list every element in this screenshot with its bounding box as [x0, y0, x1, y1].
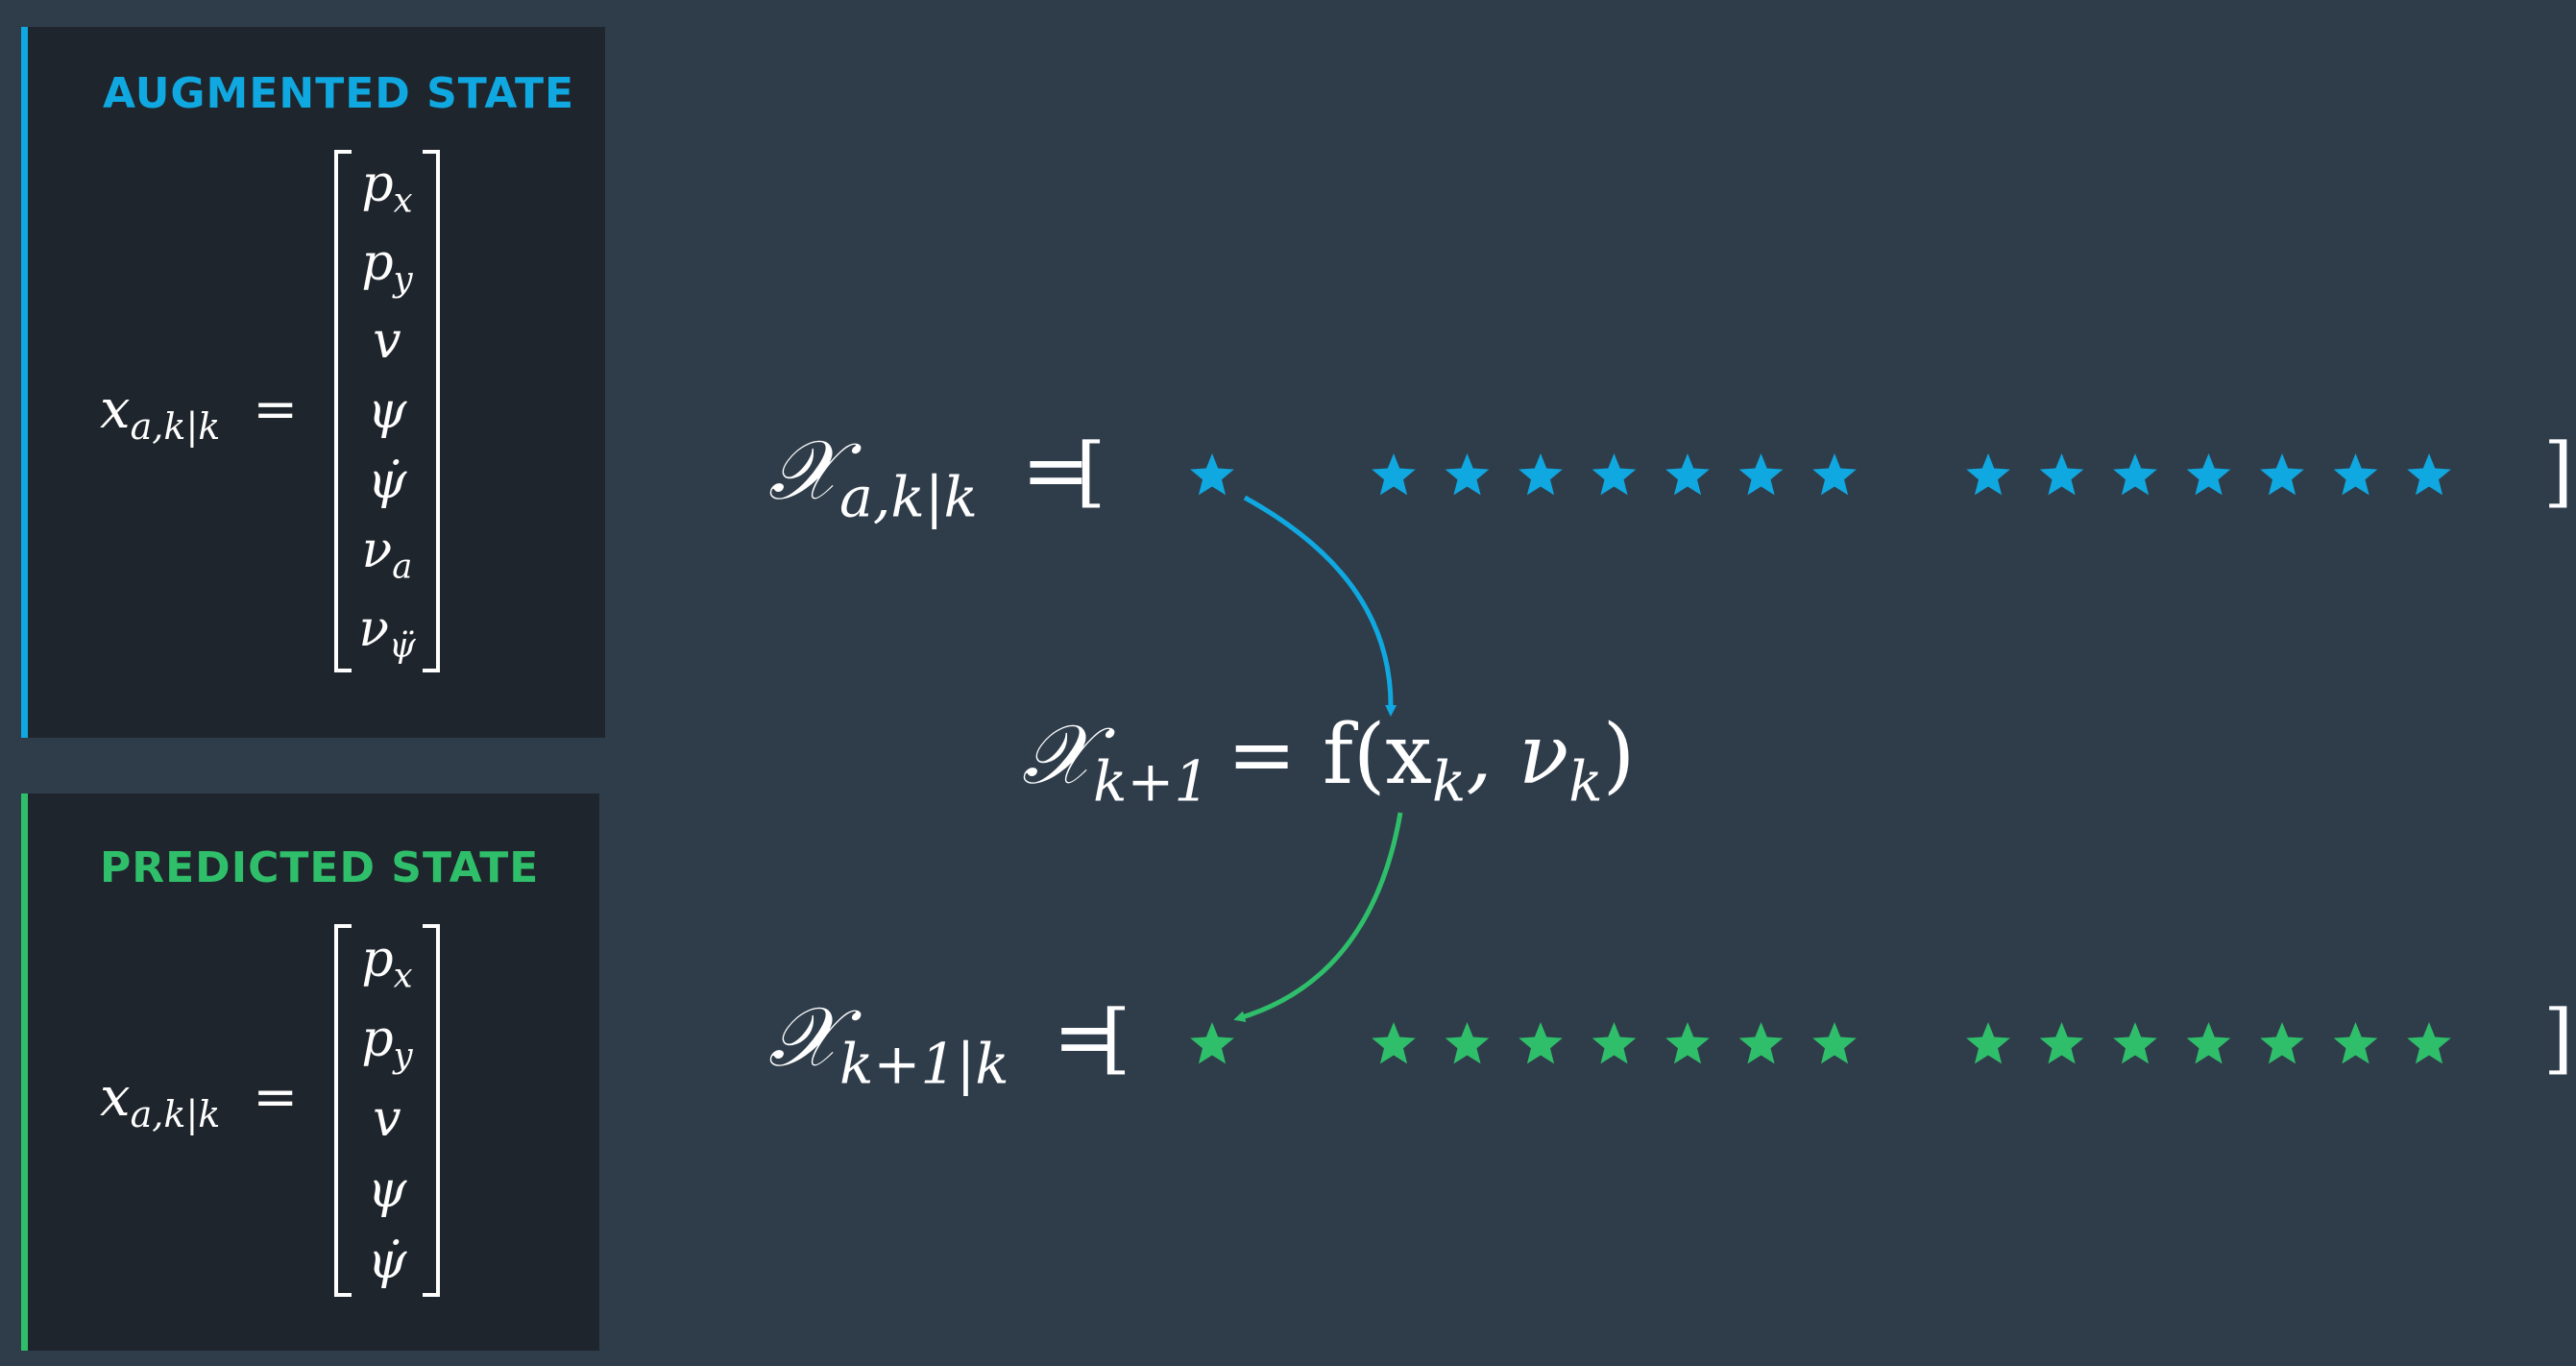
sigma-point-star-icon [1190, 453, 1234, 496]
vector-entry-py: py [361, 1010, 413, 1076]
sigma-point-star-icon [1592, 453, 1637, 496]
augmented-lhs: xa,k|k = [100, 378, 298, 448]
sigma-point-star-icon [1738, 453, 1784, 496]
sigma-point-star-icon [1966, 453, 2010, 496]
predicted-equals: = [253, 1066, 299, 1129]
augmented-lhs-sub: a,k|k [130, 405, 221, 449]
sigma-augmented-equals: = [1021, 423, 1091, 519]
sigma-point-star-icon [2113, 1022, 2157, 1064]
sigma-point-star-icon [1812, 1022, 1857, 1064]
sigma-augmented-open-bracket: [ [1076, 427, 1106, 516]
process-model-equation: 𝒳k+1 = f(xk, νk) [1022, 707, 1635, 815]
sigma-point-star-icon [2407, 1022, 2451, 1064]
sigma-point-star-icon [1812, 453, 1857, 496]
predicted-lhs: xa,k|k = [100, 1066, 298, 1135]
sigma-points-predicted-lhs: 𝒳k+1|k = [768, 989, 1122, 1097]
sigma-augmented-symbol: 𝒳 [768, 423, 839, 519]
process-model-rhs-end: ) [1602, 707, 1636, 803]
vector-entry-psi: ψ [367, 381, 407, 440]
augmented-state-title: AUGMENTED STATE [103, 69, 575, 118]
process-model-symbol: 𝒳 [1022, 707, 1093, 803]
vector-entry-v: v [373, 312, 401, 371]
vector-entry-psi-dot: ψ̇ [367, 1232, 407, 1290]
predicted-lhs-sub: a,k|k [130, 1093, 221, 1136]
sigma-point-star-icon [2333, 1022, 2378, 1064]
predicted-state-panel: PREDICTED STATE xa,k|k = px py v ψ ψ̇ [21, 793, 599, 1351]
sigma-point-star-icon [2260, 1022, 2304, 1064]
sigma-point-star-icon [2039, 453, 2084, 496]
process-model-rhs: = f(x [1227, 707, 1432, 803]
predicted-state-vector: px py v ψ ψ̇ [334, 924, 440, 1297]
sigma-point-star-icon [1519, 453, 1563, 496]
sigma-point-star-icon [1519, 1022, 1563, 1064]
sigma-point-star-icon [1190, 1022, 1234, 1064]
sigma-point-star-icon [1445, 453, 1490, 496]
sigma-predicted-open-bracket: [ [1101, 993, 1131, 1083]
vector-entry-psi: ψ [367, 1160, 407, 1219]
sigma-points-augmented-lhs: 𝒳a,k|k = [768, 423, 1090, 530]
sigma-points-predicted-stars [1190, 1022, 2451, 1064]
augmented-lhs-main: x [100, 378, 131, 441]
sigma-point-star-icon [1372, 1022, 1416, 1064]
augmented-accent-bar [21, 27, 28, 738]
arrow-process-to-predicted [1233, 812, 1403, 1023]
sigma-point-star-icon [2039, 1022, 2084, 1064]
augmented-state-panel: AUGMENTED STATE xa,k|k = px py v ψ ψ̇ νa… [21, 27, 605, 738]
sigma-point-star-icon [1592, 1022, 1637, 1064]
sigma-point-star-icon [2113, 453, 2157, 496]
sigma-point-star-icon [2407, 453, 2451, 496]
process-model-rhs-sub1: k [1431, 748, 1467, 815]
vector-entry-nu-psi-ddot: νψ̈ [358, 599, 416, 666]
process-model-sub: k+1 [1092, 748, 1210, 815]
sigma-point-star-icon [1966, 1022, 2010, 1064]
vector-entry-px: px [361, 156, 413, 221]
sigma-point-star-icon [1445, 1022, 1490, 1064]
sigma-point-star-icon [1372, 453, 1416, 496]
sigma-point-star-icon [1738, 1022, 1784, 1064]
vector-entry-v: v [373, 1089, 401, 1148]
sigma-predicted-sub: k+1|k [838, 1031, 1009, 1097]
sigma-predicted-symbol: 𝒳 [768, 989, 839, 1085]
process-model-rhs-sub2: k [1568, 748, 1603, 815]
sigma-point-star-icon [1665, 1022, 1710, 1064]
vector-entry-psi-dot: ψ̇ [367, 451, 407, 510]
sigma-point-star-icon [2186, 453, 2231, 496]
vector-entry-nu-a: νa [361, 522, 413, 587]
arrow-augmented-to-process [1243, 495, 1397, 717]
sigma-predicted-equals: = [1053, 989, 1123, 1085]
augmented-equals: = [253, 378, 299, 441]
sigma-points-augmented-stars [1190, 453, 2451, 496]
predicted-lhs-main: x [100, 1066, 131, 1129]
predicted-state-title: PREDICTED STATE [100, 843, 540, 892]
sigma-predicted-close-bracket: ] [2543, 993, 2574, 1083]
sigma-point-star-icon [2186, 1022, 2231, 1064]
sigma-augmented-close-bracket: ] [2543, 427, 2574, 516]
augmented-state-vector: px py v ψ ψ̇ νa νψ̈ [334, 150, 440, 672]
vector-entry-px: px [361, 931, 413, 996]
process-model-rhs-mid: , ν [1466, 707, 1569, 803]
sigma-point-star-icon [1665, 453, 1710, 496]
sigma-point-star-icon [2333, 453, 2378, 496]
vector-entry-py: py [361, 233, 413, 300]
sigma-augmented-sub: a,k|k [838, 464, 978, 530]
predicted-accent-bar [21, 793, 28, 1351]
sigma-point-star-icon [2260, 453, 2304, 496]
